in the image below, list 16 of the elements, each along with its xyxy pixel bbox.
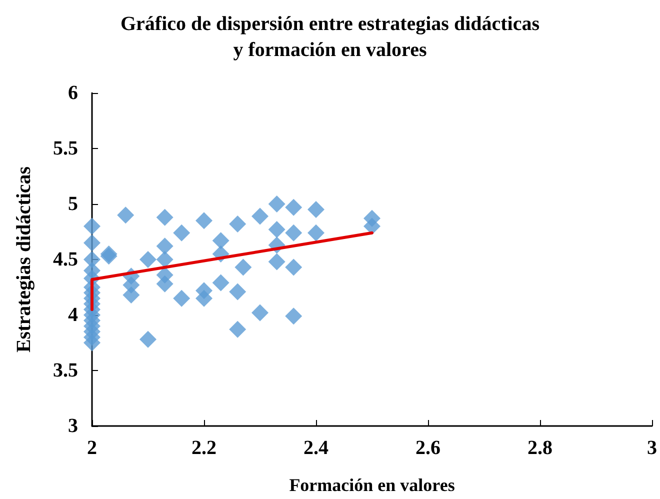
y-axis-title: Estrategias didácticas xyxy=(13,166,35,353)
x-tick-label: 2.4 xyxy=(304,437,328,459)
x-tick-label: 2 xyxy=(87,437,97,459)
chart-title: Gráfico de dispersión entre estrategias didácticas y formación en valores xyxy=(120,13,540,61)
x-tick-label: 2.8 xyxy=(528,437,552,459)
x-tick-label: 2.2 xyxy=(192,437,216,459)
y-tick-label: 6 xyxy=(68,82,78,104)
x-tick-label: 2.6 xyxy=(416,437,440,459)
y-tick-label: 3 xyxy=(68,415,78,437)
y-tick-label: 5 xyxy=(68,193,78,215)
y-tick-label: 4.5 xyxy=(53,248,78,270)
x-axis-title: Formación en valores xyxy=(289,475,455,495)
y-tick-label: 5.5 xyxy=(53,138,78,160)
y-tick-label: 4 xyxy=(68,304,78,326)
x-tick-label: 3 xyxy=(647,437,657,459)
y-tick-label: 3.5 xyxy=(53,360,78,382)
